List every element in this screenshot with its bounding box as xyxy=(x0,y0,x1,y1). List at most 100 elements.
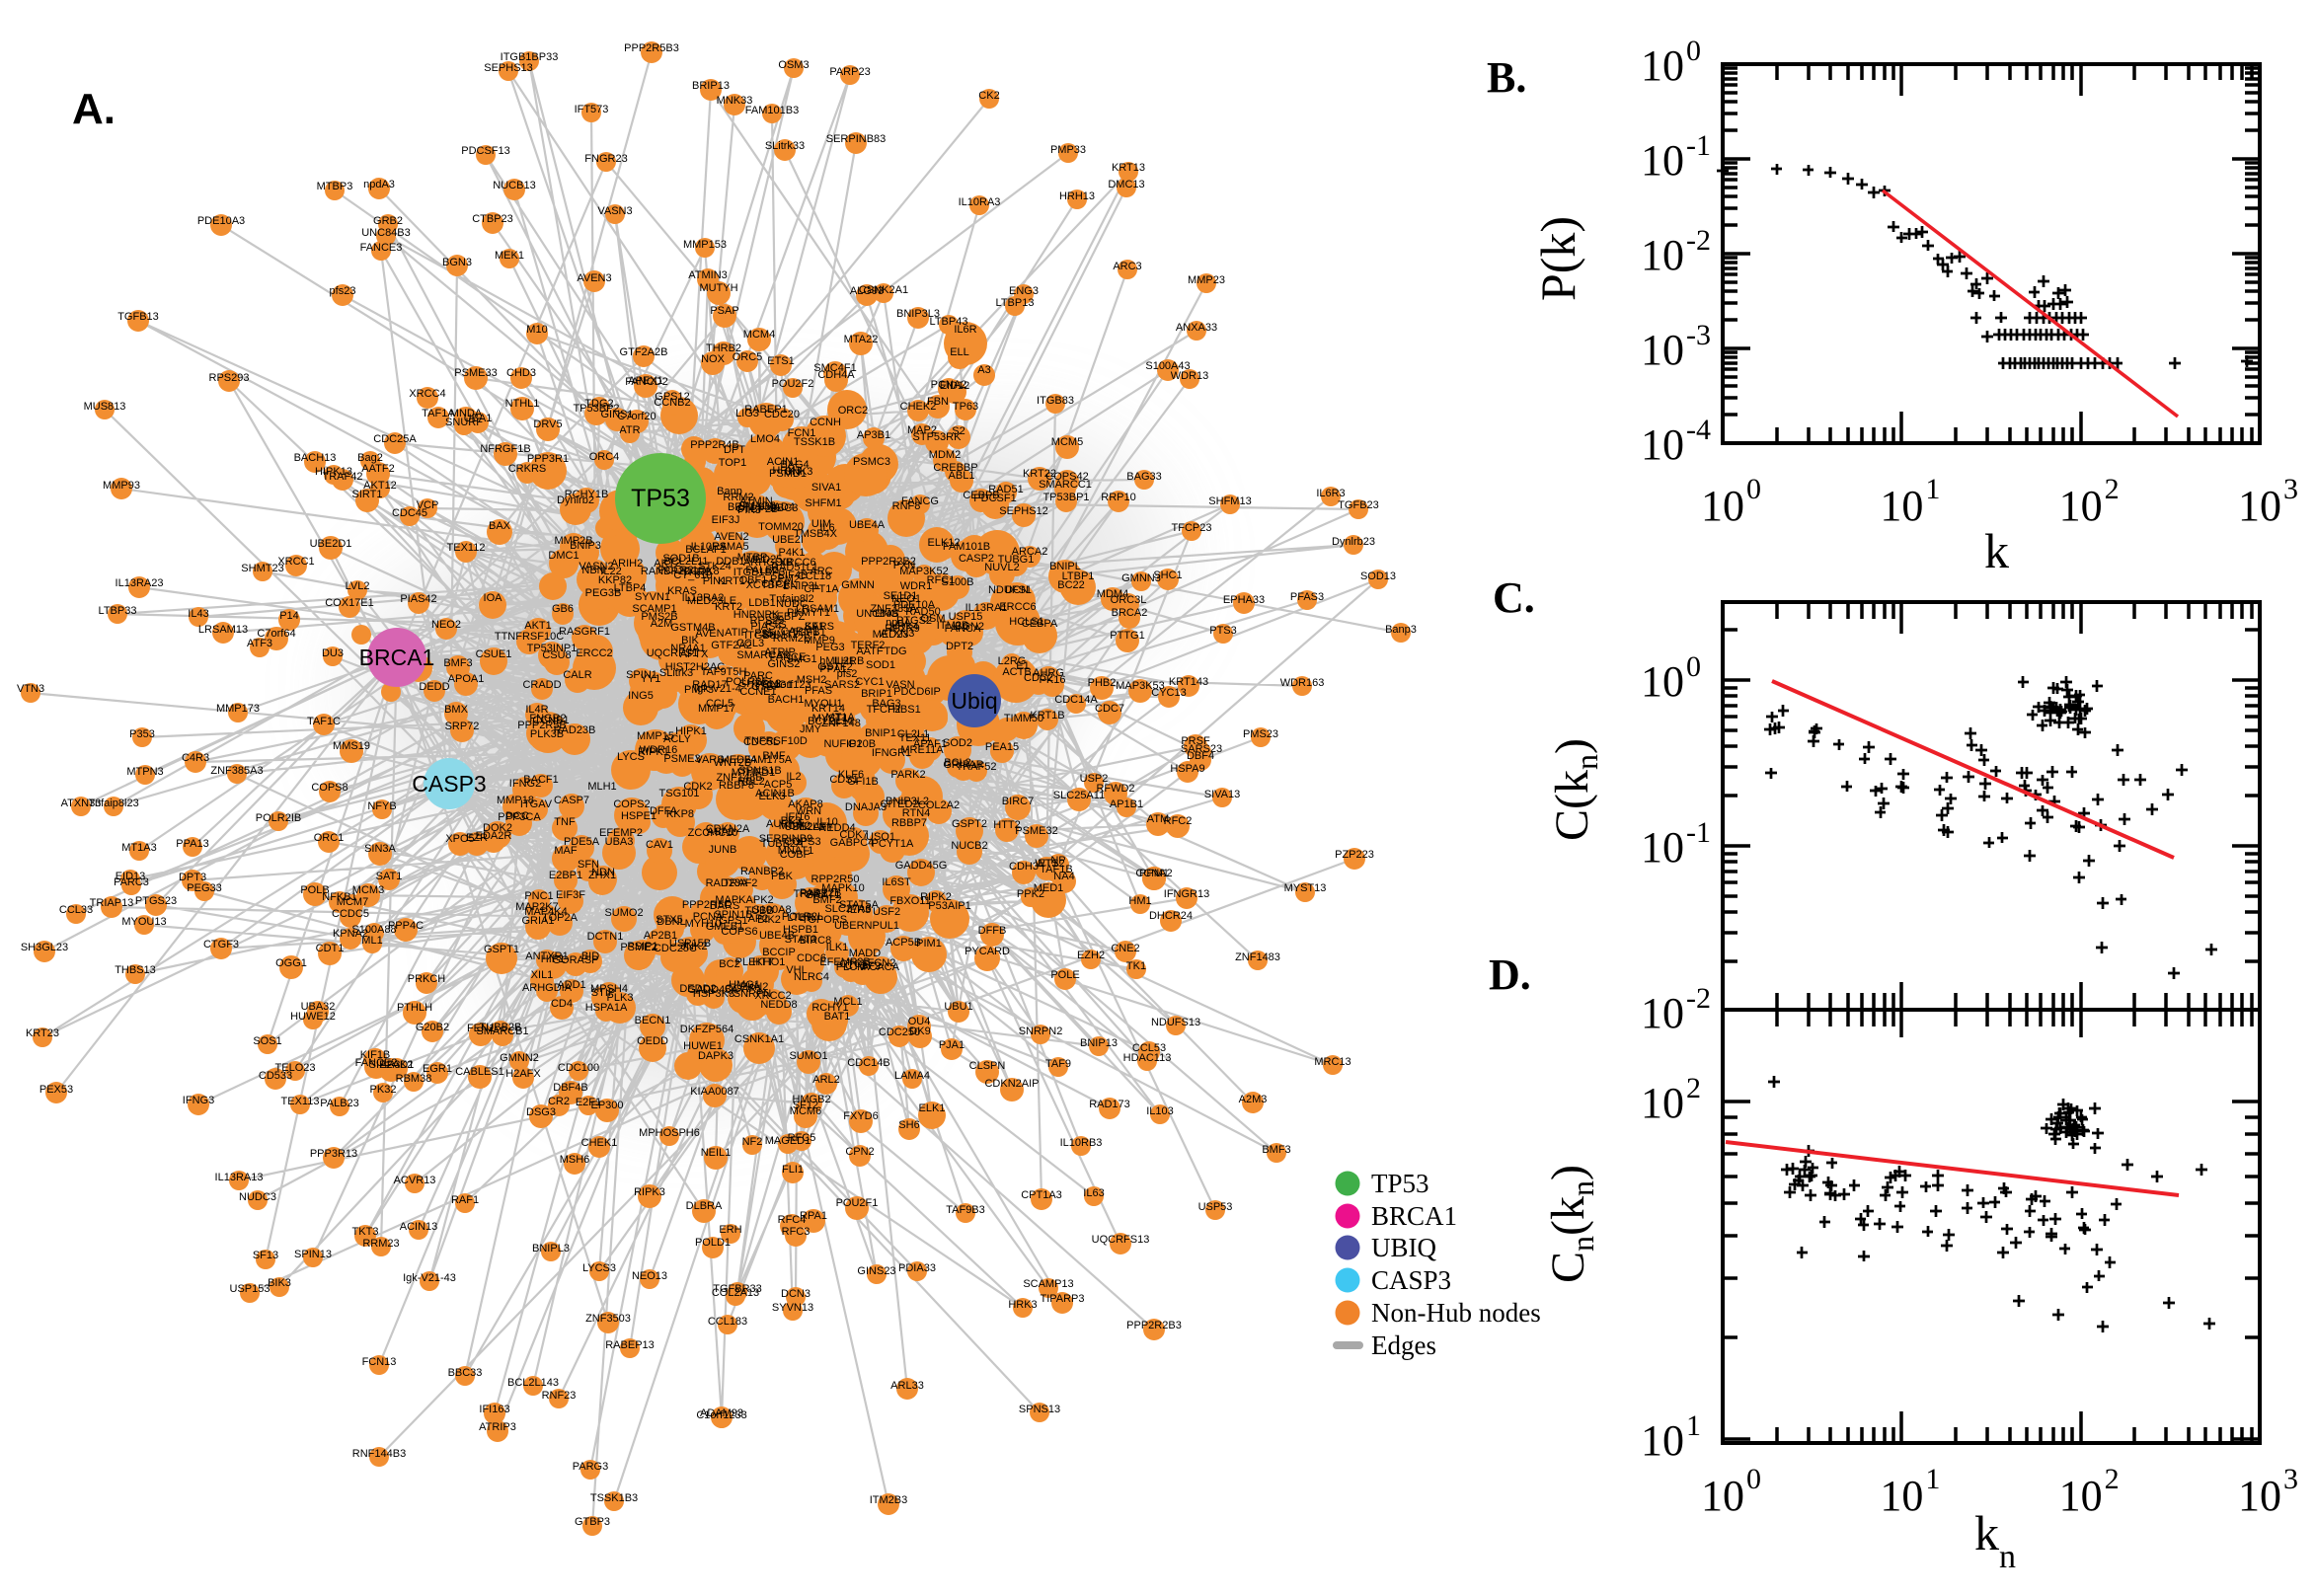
svg-text:MCM4: MCM4 xyxy=(743,329,775,341)
svg-text:ZNF385A3: ZNF385A3 xyxy=(210,765,263,777)
svg-text:RPS293: RPS293 xyxy=(209,372,250,384)
svg-text:ITGB8: ITGB8 xyxy=(744,630,776,642)
svg-text:LTBP13: LTBP13 xyxy=(996,297,1035,309)
svg-text:C7orf64: C7orf64 xyxy=(257,628,295,640)
svg-text:VCP: VCP xyxy=(417,499,439,511)
svg-text:ACIN1: ACIN1 xyxy=(767,456,799,468)
svg-text:AP3B1: AP3B1 xyxy=(857,429,890,441)
svg-text:GTF2A2B: GTF2A2B xyxy=(620,346,668,358)
svg-text:S100A43: S100A43 xyxy=(1145,360,1190,372)
svg-text:ACVR13: ACVR13 xyxy=(394,1175,436,1186)
svg-text:SERPINB83: SERPINB83 xyxy=(826,133,887,145)
svg-text:Dynlrb2: Dynlrb2 xyxy=(557,494,594,506)
svg-text:NTHL1: NTHL1 xyxy=(505,398,540,410)
svg-text:-2: -2 xyxy=(1686,224,1711,257)
svg-text:ATMIN3: ATMIN3 xyxy=(688,269,728,281)
svg-text:SIVA13: SIVA13 xyxy=(1204,789,1241,800)
svg-text:TELO23: TELO23 xyxy=(275,1062,316,1074)
svg-text:WDR16: WDR16 xyxy=(640,744,678,756)
svg-text:THRB2: THRB2 xyxy=(706,342,741,354)
svg-text:FNGR23: FNGR23 xyxy=(584,153,627,165)
svg-text:SOD1: SOD1 xyxy=(866,659,895,671)
svg-text:SH6: SH6 xyxy=(898,1119,919,1131)
svg-text:TP53: TP53 xyxy=(631,485,690,512)
svg-text:APOA1: APOA1 xyxy=(448,673,485,685)
svg-text:PDCSF13: PDCSF13 xyxy=(461,145,510,157)
svg-text:IL10RA: IL10RA xyxy=(691,541,728,553)
svg-text:S100A88: S100A88 xyxy=(351,924,396,936)
svg-text:BCL2L14: BCL2L14 xyxy=(808,716,853,727)
svg-text:10: 10 xyxy=(1641,1079,1684,1127)
svg-text:HIPK13: HIPK13 xyxy=(315,466,352,478)
svg-text:MAP2: MAP2 xyxy=(907,424,937,436)
svg-text:TK1: TK1 xyxy=(1126,960,1146,972)
svg-text:SPIN1: SPIN1 xyxy=(626,669,657,681)
svg-text:S2: S2 xyxy=(952,425,965,437)
svg-text:HSP3K3: HSP3K3 xyxy=(693,988,734,1000)
svg-text:RABEP13: RABEP13 xyxy=(605,1339,655,1351)
svg-text:LDB1: LDB1 xyxy=(748,597,776,609)
svg-text:-1: -1 xyxy=(1686,129,1711,162)
svg-text:MAP2K7: MAP2K7 xyxy=(515,901,558,913)
svg-text:CD4: CD4 xyxy=(551,998,573,1010)
svg-text:NFKB1: NFKB1 xyxy=(322,891,356,903)
svg-text:MMP17: MMP17 xyxy=(698,703,735,715)
svg-text:PEG33: PEG33 xyxy=(187,882,221,894)
svg-text:CPN2: CPN2 xyxy=(845,1146,874,1158)
svg-text:EDA2R: EDA2R xyxy=(476,830,512,842)
svg-text:KIF1B: KIF1B xyxy=(360,1049,391,1061)
svg-text:EP300: EP300 xyxy=(590,1100,623,1111)
svg-text:S100A8: S100A8 xyxy=(752,904,791,916)
svg-text:TMSB4X: TMSB4X xyxy=(794,528,838,540)
svg-text:TOPORS: TOPORS xyxy=(802,914,847,926)
svg-text:ADAM93: ADAM93 xyxy=(700,1407,743,1419)
svg-text:CCNE1: CCNE1 xyxy=(739,686,776,698)
svg-text:FEN1: FEN1 xyxy=(467,1023,495,1034)
svg-text:RRM2: RRM2 xyxy=(723,492,753,503)
svg-text:FANCE: FANCE xyxy=(770,651,807,663)
svg-text:MAP3K53: MAP3K53 xyxy=(1116,680,1165,692)
svg-text:TAF1C: TAF1C xyxy=(307,716,341,727)
svg-text:A2M: A2M xyxy=(651,618,673,630)
svg-text:A3: A3 xyxy=(977,364,990,376)
svg-text:GPS1: GPS1 xyxy=(719,915,747,927)
svg-text:ARCA2: ARCA2 xyxy=(1012,546,1048,558)
svg-text:BACH13: BACH13 xyxy=(294,452,337,464)
svg-text:PTGS2: PTGS2 xyxy=(896,615,932,627)
svg-text:10: 10 xyxy=(2238,1472,2281,1520)
svg-text:CASP3: CASP3 xyxy=(412,771,486,797)
svg-text:TP53INP1: TP53INP1 xyxy=(527,643,578,654)
svg-text:SIRT1: SIRT1 xyxy=(352,489,383,500)
svg-text:RAD23B: RAD23B xyxy=(554,724,596,736)
svg-text:PPK2: PPK2 xyxy=(1017,888,1044,900)
svg-text:POLB: POLB xyxy=(300,884,329,896)
svg-text:BMF: BMF xyxy=(762,750,786,762)
svg-text:PEG3B: PEG3B xyxy=(585,587,622,599)
svg-text:CDK7: CDK7 xyxy=(839,829,868,841)
svg-text:CTCFL: CTCFL xyxy=(761,578,796,590)
svg-text:UBERNPUL1: UBERNPUL1 xyxy=(834,920,899,932)
svg-text:BMX: BMX xyxy=(444,704,469,716)
svg-text:NUCB13: NUCB13 xyxy=(493,180,535,191)
svg-text:CCL53: CCL53 xyxy=(1132,1042,1166,1054)
svg-text:CCNH: CCNH xyxy=(810,417,841,428)
svg-text:MCM5: MCM5 xyxy=(1051,436,1083,448)
svg-text:USP53: USP53 xyxy=(1198,1201,1233,1213)
svg-text:UQCRFS1: UQCRFS1 xyxy=(647,647,699,659)
svg-text:RAF1: RAF1 xyxy=(451,1194,479,1206)
svg-text:POLD1: POLD1 xyxy=(695,1237,731,1249)
svg-text:ATRIP: ATRIP xyxy=(764,646,796,658)
svg-text:TP63: TP63 xyxy=(953,401,978,413)
svg-text:PPP2R5C: PPP2R5C xyxy=(682,899,732,911)
svg-text:BNIP13: BNIP13 xyxy=(1080,1037,1118,1049)
svg-text:HIST2H2AC: HIST2H2AC xyxy=(665,661,726,673)
svg-text:SMARCC1: SMARCC1 xyxy=(1039,479,1092,491)
svg-text:10: 10 xyxy=(1641,823,1684,872)
svg-text:C7orf20: C7orf20 xyxy=(617,411,656,422)
svg-text:USP15B: USP15B xyxy=(669,938,711,950)
svg-text:UQCRFS13: UQCRFS13 xyxy=(1092,1234,1150,1246)
svg-text:DBF4: DBF4 xyxy=(1187,750,1214,762)
svg-text:BRIP13: BRIP13 xyxy=(692,80,730,92)
svg-text:PPP2R4B: PPP2R4B xyxy=(690,439,739,451)
svg-text:10: 10 xyxy=(1880,482,1923,530)
